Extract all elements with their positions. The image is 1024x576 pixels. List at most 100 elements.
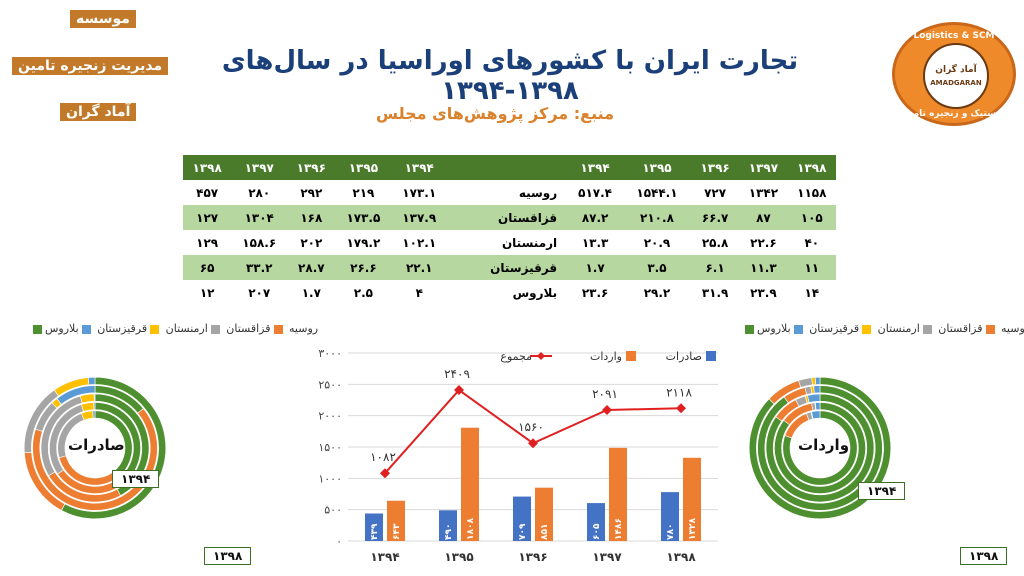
y-tick-label: ۱۰۰۰ [318, 472, 342, 485]
table-country-cell: روسیه [518, 185, 558, 200]
table-cell: ۱۵۴۴.۱ [636, 185, 678, 200]
brand-line-3: آماد گران [60, 103, 137, 121]
total-data-label: ۲۰۹۱ [592, 387, 618, 401]
table-header-cell: ۱۳۹۶ [287, 155, 336, 180]
donut-slice [79, 393, 95, 404]
brand-line-1: موسسه [70, 10, 136, 28]
imports-bar [535, 487, 553, 541]
imports-bar [609, 447, 627, 541]
exports-data-label: ۶۰۵ [592, 523, 602, 540]
legend-swatch [210, 324, 220, 334]
legend-swatch [626, 351, 636, 361]
table-row: ۱۲ ۲۰۷ ۱.۷ ۲.۵ ۴ بلاروس ۲۳.۶ ۲۹.۲ ۳۱.۹ ۲… [183, 280, 836, 305]
table-cell: ۱۳۰۴ [231, 205, 288, 230]
table-cell: ۱.۷ [567, 255, 623, 280]
exports-donut-legend: روسیه قزاقستان ارمنستان قرقیزستان بلاروس [30, 322, 318, 335]
exports-data-label: ۴۹۰ [444, 524, 454, 540]
donut-slice [815, 402, 821, 411]
x-tick-label: ۱۳۹۸ [666, 550, 696, 564]
legend-swatch [922, 324, 932, 334]
table-cell: ۵۱۷.۴ [578, 185, 612, 200]
table-cell: ۲۸.۷ [287, 255, 336, 280]
exports-donut-chart [23, 376, 167, 520]
table-header-cell: ۱۳۹۸ [787, 155, 836, 180]
table-cell: ۲۹.۲ [643, 285, 671, 300]
trade-table: ۱۳۹۸ ۱۳۹۷ ۱۳۹۶ ۱۳۹۵ ۱۳۹۴ ۱۳۹۴ ۱۳۹۵ ۱۳۹۶ … [183, 155, 836, 305]
table-header-cell: ۱۳۹۵ [623, 155, 691, 180]
exports-data-label: ۴۳۹ [370, 523, 380, 540]
table-header-cell: ۱۳۹۴ [567, 155, 623, 180]
exports-ring-year-label: ۱۳۹۴ [112, 470, 160, 488]
table-cell: ۱۰۵ [787, 205, 836, 230]
legend-label: صادرات [666, 350, 702, 363]
y-tick-label: ۲۵۰۰ [318, 378, 342, 391]
table-cell: ۱۲ [199, 285, 215, 300]
table-cell: ۱۳۴۲ [748, 185, 779, 200]
x-tick-label: ۱۳۹۶ [518, 550, 547, 564]
exports-donut-center-label: صادرات [68, 436, 125, 454]
legend-label: قرقیزستان [97, 322, 148, 335]
imports-data-label: ۸۵۱ [540, 524, 550, 540]
legend-swatch [81, 324, 91, 334]
table-cell: ۱۱ [787, 255, 836, 280]
donut-slice [56, 385, 96, 405]
table-cell: ۱۳.۳ [581, 235, 609, 250]
brand-line-2: مدیریت زنجیره تامین [12, 57, 169, 75]
imports-data-label: ۱۳۲۸ [688, 518, 698, 540]
legend-swatch [273, 324, 283, 334]
imports-donut-chart [748, 376, 892, 520]
table-cell: ۲۰۷ [248, 285, 271, 300]
donut-slice [814, 376, 821, 385]
table-cell: ۱۵۸.۶ [242, 235, 277, 250]
legend-label: بلاروس [45, 322, 79, 335]
table-header-cell: ۱۳۹۷ [231, 155, 288, 180]
imports-bar [683, 457, 701, 541]
donut-slice [92, 410, 96, 419]
y-tick-label: ۱۵۰۰ [318, 441, 342, 454]
donut-slice [93, 402, 96, 410]
legend-swatch [985, 324, 995, 334]
legend-label: ارمنستان [877, 322, 920, 335]
donut-slice [80, 402, 95, 412]
exports-data-label: ۷۰۹ [518, 523, 528, 540]
total-point [380, 468, 390, 479]
total-data-label: ۱۵۶۰ [518, 420, 544, 434]
exports-ring-year-label: ۱۳۹۸ [204, 547, 252, 565]
exports-bar [439, 510, 457, 541]
legend-swatch [745, 324, 754, 334]
table-cell: ۱۱.۳ [739, 255, 788, 280]
donut-slice [81, 410, 94, 421]
table-cell: ۱.۷ [301, 285, 321, 300]
page-subtitle: منبع: مرکز پژوهش‌های مجلس [375, 104, 615, 123]
table-header-row: ۱۳۹۸ ۱۳۹۷ ۱۳۹۶ ۱۳۹۵ ۱۳۹۴ ۱۳۹۴ ۱۳۹۵ ۱۳۹۶ … [183, 155, 836, 180]
table-cell: ۱۷۳.۱ [402, 185, 437, 200]
logo-emblem: آماد گران AMADGARAN [923, 43, 989, 109]
table-cell: ۲۱۰.۸ [623, 205, 691, 230]
y-tick-label: ۰ [336, 535, 342, 548]
imports-donut-center-label: واردات [798, 436, 850, 454]
legend-label: ارمنستان [165, 322, 208, 335]
table-cell: ۱۶۸ [287, 205, 336, 230]
table-cell: ۱۲۹ [196, 235, 219, 250]
exports-bar [365, 513, 383, 541]
donut-slice [93, 393, 96, 402]
table-cell: ۲۵.۸ [701, 235, 729, 250]
legend-label: قزاقستان [938, 322, 983, 335]
table-cell: ۱۷۹.۲ [346, 235, 381, 250]
table-cell: ۲۸۰ [248, 185, 271, 200]
table-row: ۱۲۷ ۱۳۰۴ ۱۶۸ ۱۷۳.۵ ۱۳۷.۹ قزاقستان ۸۷.۲ ۲… [183, 205, 836, 230]
x-tick-label: ۱۳۹۵ [444, 550, 473, 564]
total-point [602, 404, 612, 415]
exports-data-label: ۷۸۰ [666, 524, 676, 540]
legend-label: قزاقستان [226, 322, 271, 335]
legend-swatch [150, 324, 160, 334]
table-cell: ۱۴ [804, 285, 820, 300]
table-cell: ۱۱۵۸ [797, 185, 827, 200]
table-cell: ۲۱۹ [352, 185, 375, 200]
table-cell: ۲۰.۹ [643, 235, 671, 250]
exports-bar [661, 492, 679, 541]
donut-slice [798, 377, 813, 388]
table-row: ۴۵۷ ۲۸۰ ۲۹۲ ۲۱۹ ۱۷۳.۱ روسیه ۵۱۷.۴ ۱۵۴۴.۱… [183, 180, 836, 205]
total-data-label: ۲۱۱۸ [666, 385, 692, 399]
table-header-cell: ۱۳۹۸ [183, 155, 232, 180]
